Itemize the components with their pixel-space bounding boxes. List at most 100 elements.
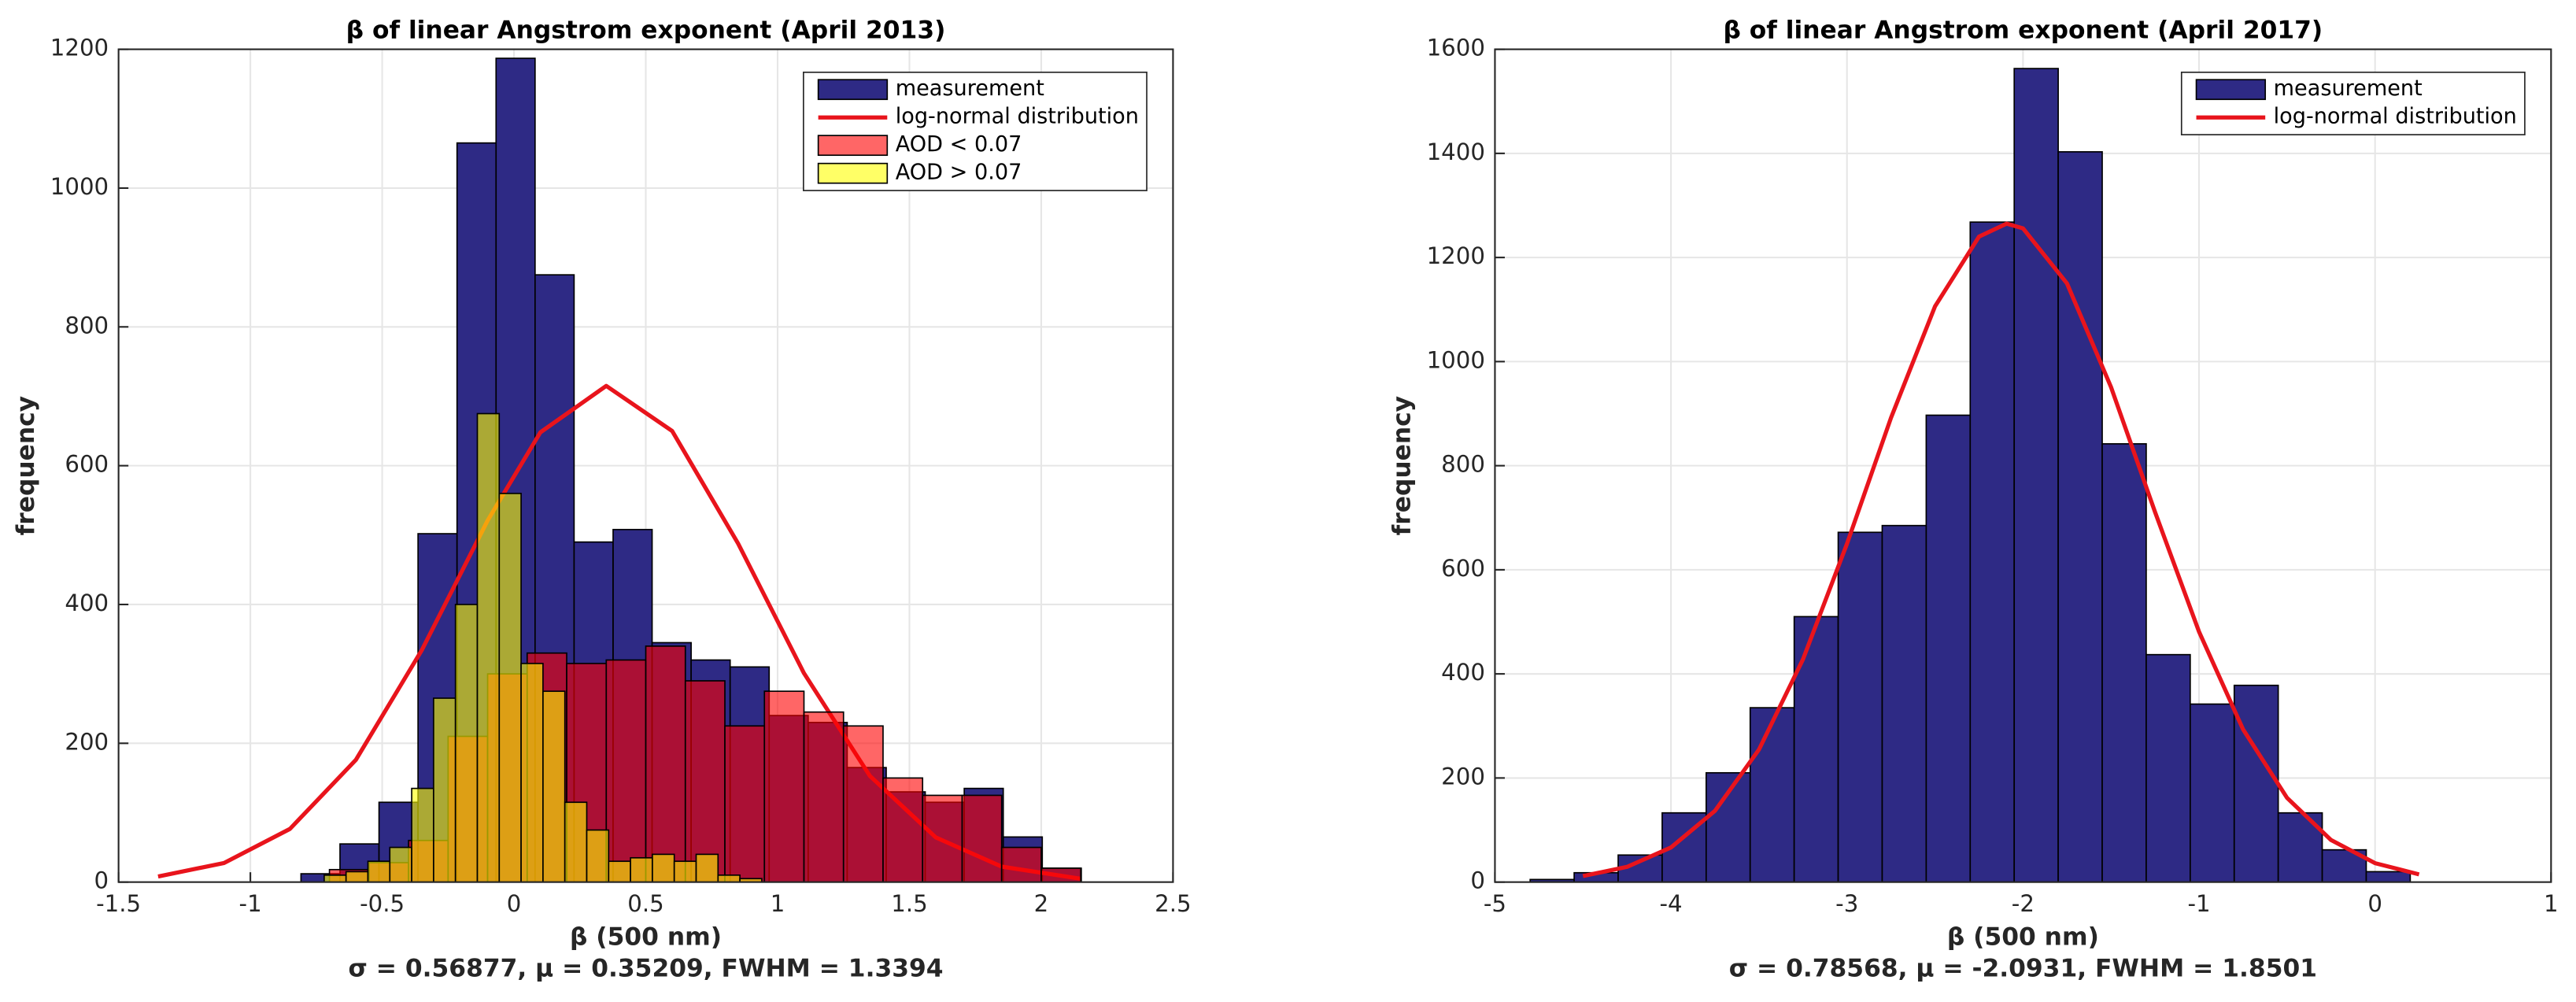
subtitle: σ = 0.56877, μ = 0.35209, FWHM = 1.3394 bbox=[348, 954, 943, 982]
histogram-bar bbox=[961, 794, 1003, 883]
subtitle: σ = 0.78568, μ = -2.0931, FWHM = 1.8501 bbox=[1729, 954, 2317, 982]
histogram-bar bbox=[2101, 443, 2147, 883]
histogram-bar bbox=[520, 663, 544, 883]
histogram-bar bbox=[608, 860, 631, 883]
histogram-bar bbox=[630, 856, 653, 883]
histogram-bar bbox=[2057, 151, 2103, 883]
y-tick-label: 600 bbox=[65, 451, 109, 478]
x-tick-label: 1.5 bbox=[891, 890, 927, 917]
y-tick-label: 200 bbox=[1441, 763, 1485, 789]
y-tick-label: 600 bbox=[1441, 555, 1485, 582]
x-tick-label: 0 bbox=[507, 890, 522, 917]
x-tick-label: -5 bbox=[1484, 890, 1506, 917]
x-tick-label: 1 bbox=[2544, 890, 2559, 917]
y-tick-label: 0 bbox=[1470, 867, 1485, 894]
histogram-bar bbox=[673, 860, 697, 883]
histogram-bar bbox=[411, 787, 434, 883]
y-tick-label: 1600 bbox=[1427, 35, 1485, 61]
y-tick-label: 400 bbox=[1441, 659, 1485, 686]
x-tick-label: 0 bbox=[2367, 890, 2382, 917]
histogram-bar bbox=[652, 853, 675, 883]
histogram-bar bbox=[882, 777, 924, 883]
histogram-bar bbox=[564, 801, 588, 883]
y-tick-label: 800 bbox=[65, 312, 109, 338]
x-tick-label: -2 bbox=[2012, 890, 2035, 917]
histogram-bar bbox=[2190, 703, 2235, 883]
x-axis-label: β (500 nm) bbox=[1947, 923, 2099, 952]
x-tick-label: 2 bbox=[1034, 890, 1049, 917]
chart: -1.5 -1 -0.5 0 0.5 1 1.5 2 2.5 0 200 400 600 800 1000 1… bbox=[12, 17, 1192, 983]
x-tick-label: -0.5 bbox=[360, 890, 405, 917]
x-tick-label: -3 bbox=[1835, 890, 1858, 917]
chart: -5 -4 -3 -2 -1 0 1 0 200 400 600 800 1000 1200 1400 160… bbox=[1388, 17, 2559, 983]
x-tick-label: -4 bbox=[1660, 890, 1683, 917]
y-tick-label: 1400 bbox=[1427, 139, 1485, 165]
histogram-bar bbox=[1969, 221, 2016, 883]
histogram-bar bbox=[1749, 707, 1795, 883]
axes-box bbox=[1494, 48, 2552, 883]
histogram-bar bbox=[1881, 524, 1927, 883]
x-tick-label: 1 bbox=[771, 890, 785, 917]
histogram-bar bbox=[605, 659, 647, 883]
y-tick-label: 400 bbox=[65, 590, 109, 616]
histogram-bar bbox=[454, 604, 479, 883]
legend-swatch bbox=[817, 135, 889, 157]
legend-swatch bbox=[817, 79, 889, 101]
x-tick-label: -1 bbox=[239, 890, 262, 917]
histogram-bar bbox=[842, 725, 884, 883]
histogram-bar bbox=[476, 412, 501, 883]
y-tick-label: 800 bbox=[1441, 451, 1485, 478]
histogram-bar bbox=[2233, 684, 2279, 883]
axes-box bbox=[117, 48, 1174, 883]
histogram-bar bbox=[1925, 414, 1972, 883]
distribution-line bbox=[1582, 221, 2420, 878]
legend-label: AOD < 0.07 bbox=[896, 132, 1022, 157]
x-tick-label: -1.5 bbox=[96, 890, 141, 917]
x-tick-label: -1 bbox=[2187, 890, 2210, 917]
histogram-bar bbox=[803, 711, 844, 883]
y-axis-label: frequency bbox=[12, 396, 40, 535]
y-axis-label: frequency bbox=[1388, 396, 1417, 535]
y-tick-label: 0 bbox=[94, 867, 109, 894]
histogram-bar bbox=[1837, 531, 1883, 883]
x-axis-label: β (500 nm) bbox=[570, 923, 722, 952]
histogram-bar bbox=[1040, 867, 1082, 883]
chart-title: β of linear Angstrom exponent (April 201… bbox=[1724, 17, 2323, 45]
x-tick-label: 2.5 bbox=[1155, 890, 1191, 917]
histogram-bar bbox=[717, 874, 741, 883]
legend-swatch bbox=[817, 162, 889, 184]
legend-swatch bbox=[2195, 79, 2267, 101]
histogram-bar bbox=[323, 874, 347, 883]
legend-label: measurement bbox=[896, 76, 1044, 101]
histogram-bar bbox=[922, 794, 963, 883]
histogram-bar bbox=[763, 690, 805, 883]
legend-label: log-normal distribution bbox=[896, 105, 1139, 129]
histogram-bar bbox=[498, 493, 522, 883]
y-tick-label: 1200 bbox=[50, 35, 109, 61]
histogram-bar bbox=[695, 853, 719, 883]
histogram-bar bbox=[542, 690, 566, 883]
histogram-bar bbox=[345, 871, 369, 883]
chart-title: β of linear Angstrom exponent (April 201… bbox=[346, 17, 946, 45]
histogram-bar bbox=[586, 829, 610, 883]
histogram-bar bbox=[645, 645, 686, 883]
y-tick-label: 200 bbox=[65, 728, 109, 755]
y-tick-label: 1000 bbox=[50, 173, 109, 200]
y-tick-label: 1000 bbox=[1427, 346, 1485, 373]
histogram-bar bbox=[1000, 846, 1042, 883]
y-tick-label: 1200 bbox=[1427, 242, 1485, 269]
legend-label: measurement bbox=[2274, 76, 2423, 101]
histogram-bar bbox=[433, 697, 456, 883]
histogram-bar bbox=[724, 725, 766, 883]
histogram-bar bbox=[1793, 616, 1839, 883]
histogram-bar bbox=[367, 860, 391, 883]
x-tick-label: 0.5 bbox=[627, 890, 663, 917]
histogram-bar bbox=[389, 846, 412, 883]
histogram-bar bbox=[2013, 68, 2059, 883]
histogram-bar bbox=[2145, 653, 2191, 883]
histogram-bar bbox=[2365, 871, 2412, 883]
histogram-bar bbox=[684, 680, 726, 883]
legend-label: AOD > 0.07 bbox=[896, 161, 1022, 185]
legend-label: log-normal distribution bbox=[2274, 105, 2517, 129]
